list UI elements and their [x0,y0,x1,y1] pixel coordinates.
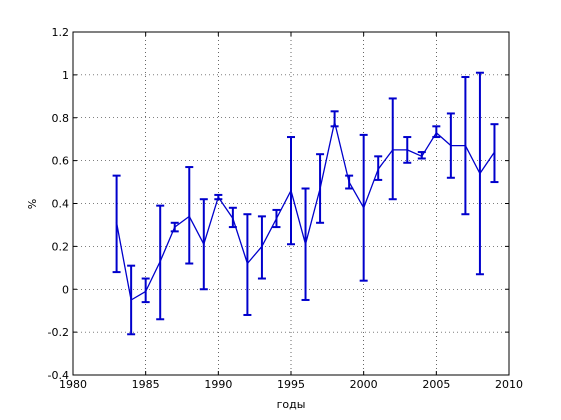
error-bar [185,166,194,265]
data-point [232,217,234,220]
data-point [377,168,380,170]
data-point [464,144,467,147]
x-tick-label: 1980 [59,378,87,391]
y-tick-label: 1 [62,69,69,82]
data-point [435,131,438,134]
data-point [275,217,278,220]
data-point [203,243,205,246]
data-point [144,290,147,293]
data-point [130,299,132,301]
x-tick-label: 1995 [277,378,305,391]
ticks-layer: 1980 1985 1990 1995 2000 2005 2010 -0.4 -0.2 0 0.2… [48,26,523,391]
data-point [290,189,292,192]
data-point [159,260,161,263]
line-layer [115,121,496,301]
error-bar [388,97,397,201]
y-tick-label: 0.2 [52,240,70,253]
data-point [261,245,263,248]
data-point [450,144,452,147]
data-point [362,206,365,209]
x-tick-label: 1985 [132,378,160,391]
data-point [246,262,249,265]
data-point [493,151,496,153]
data-point [391,149,394,151]
data-point [115,221,118,224]
x-axis-label: годы [277,398,306,411]
x-tick-label: 1990 [204,378,232,391]
y-tick-label: 0.4 [52,198,70,211]
data-point [479,172,481,175]
y-axis-label: % [26,199,39,209]
y-tick-label: 0.8 [52,112,70,125]
x-tick-label: 2010 [495,378,523,391]
y-tick-label: -0.4 [48,369,69,382]
data-point [319,187,321,190]
y-tick-label: 0 [62,283,69,296]
x-tick-label: 2000 [350,378,378,391]
y-tick-label: -0.2 [48,326,69,339]
error-bar [243,213,252,316]
data-point [217,196,220,198]
y-tick-label: 1.2 [52,26,70,39]
x-tick-label: 2005 [422,378,450,391]
data-point [173,226,176,228]
data-point [421,155,423,158]
y-tick-label: 0.6 [52,155,70,168]
data-point [188,215,191,218]
error-bar [257,215,266,280]
data-point [304,243,307,246]
data-point [348,181,350,183]
data-point [333,121,336,123]
data-point [406,149,409,151]
